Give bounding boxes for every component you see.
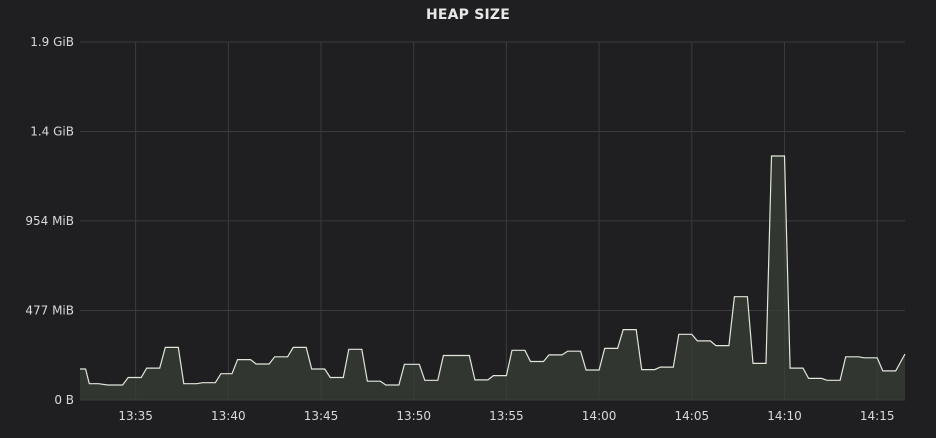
y-tick-label: 1.4 GiB	[30, 125, 74, 139]
x-tick-label: 14:00	[582, 409, 617, 423]
x-tick-label: 13:35	[118, 409, 153, 423]
x-tick-label: 14:15	[860, 409, 895, 423]
y-tick-label: 0 B	[54, 393, 74, 407]
x-tick-label: 13:45	[304, 409, 339, 423]
panel-title: HEAP SIZE	[425, 7, 511, 23]
x-tick-label: 14:05	[675, 409, 710, 423]
x-tick-label: 13:50	[396, 409, 431, 423]
y-tick-label: 477 MiB	[25, 303, 74, 317]
series-heap[interactable]	[80, 155, 906, 400]
x-tick-label: 13:40	[211, 409, 246, 423]
y-axis-ticks: 0 B 477 MiB 954 MiB 1.4 GiB 1.9 GiB	[25, 35, 74, 407]
x-axis-ticks: 13:35 13:40 13:45 13:50 13:55 14:00 14:05 14:10…	[118, 409, 894, 423]
y-tick-label: 1.9 GiB	[30, 35, 74, 49]
x-tick-label: 14:10	[767, 409, 802, 423]
series-line-0[interactable]	[80, 155, 906, 386]
series-area-0	[80, 156, 905, 400]
x-tick-label: 13:55	[489, 409, 524, 423]
y-tick-label: 954 MiB	[25, 214, 74, 228]
